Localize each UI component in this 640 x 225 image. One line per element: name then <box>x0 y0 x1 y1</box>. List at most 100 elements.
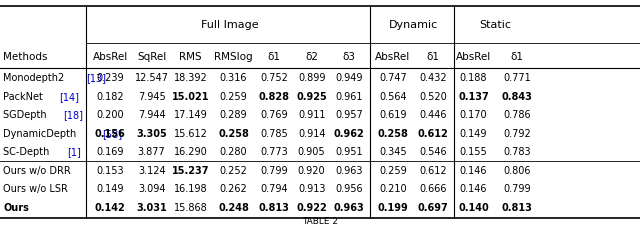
Text: [14]: [14] <box>59 91 79 101</box>
Text: 3.305: 3.305 <box>136 128 167 138</box>
Text: 0.913: 0.913 <box>298 184 325 194</box>
Text: 18.392: 18.392 <box>174 73 207 83</box>
Text: 0.951: 0.951 <box>335 147 363 157</box>
Text: RMS: RMS <box>179 51 202 61</box>
Text: 0.345: 0.345 <box>379 147 407 157</box>
Text: 0.142: 0.142 <box>95 202 125 212</box>
Text: 0.137: 0.137 <box>458 91 489 101</box>
Text: 0.289: 0.289 <box>220 110 248 120</box>
Text: 0.612: 0.612 <box>418 128 449 138</box>
Text: AbsRel: AbsRel <box>92 51 128 61</box>
Text: 0.956: 0.956 <box>335 184 363 194</box>
Text: 0.259: 0.259 <box>220 91 248 101</box>
Text: 0.146: 0.146 <box>460 184 487 194</box>
Text: 0.140: 0.140 <box>458 202 489 212</box>
Text: Methods: Methods <box>3 51 48 61</box>
Text: 0.258: 0.258 <box>378 128 408 138</box>
Text: 0.170: 0.170 <box>460 110 488 120</box>
Text: 0.182: 0.182 <box>96 91 124 101</box>
Text: 0.957: 0.957 <box>335 110 363 120</box>
Text: 0.697: 0.697 <box>418 202 449 212</box>
Text: δ2: δ2 <box>305 51 318 61</box>
Text: 0.200: 0.200 <box>96 110 124 120</box>
Text: 0.899: 0.899 <box>298 73 325 83</box>
Text: 0.666: 0.666 <box>420 184 447 194</box>
Text: 0.612: 0.612 <box>419 165 447 175</box>
Text: 0.199: 0.199 <box>378 202 408 212</box>
Text: 0.520: 0.520 <box>419 91 447 101</box>
Text: 0.813: 0.813 <box>259 202 289 212</box>
Text: 0.949: 0.949 <box>335 73 362 83</box>
Text: 3.124: 3.124 <box>138 165 166 175</box>
Text: 0.794: 0.794 <box>260 184 288 194</box>
Text: 0.914: 0.914 <box>298 128 325 138</box>
Text: 0.920: 0.920 <box>298 165 326 175</box>
Text: SC-Depth: SC-Depth <box>3 147 52 157</box>
Text: 0.905: 0.905 <box>298 147 326 157</box>
Text: 16.290: 16.290 <box>174 147 207 157</box>
Text: 0.248: 0.248 <box>218 202 249 212</box>
Text: 0.769: 0.769 <box>260 110 288 120</box>
Text: 0.813: 0.813 <box>502 202 532 212</box>
Text: 0.799: 0.799 <box>503 184 531 194</box>
Text: 0.752: 0.752 <box>260 73 288 83</box>
Text: 0.799: 0.799 <box>260 165 288 175</box>
Text: 0.771: 0.771 <box>503 73 531 83</box>
Text: 0.149: 0.149 <box>97 184 124 194</box>
Text: 0.773: 0.773 <box>260 147 288 157</box>
Text: 3.031: 3.031 <box>136 202 167 212</box>
Text: AbsRel: AbsRel <box>375 51 411 61</box>
Text: 0.922: 0.922 <box>296 202 327 212</box>
Text: PackNet: PackNet <box>3 91 46 101</box>
Text: 0.792: 0.792 <box>503 128 531 138</box>
Text: DynamicDepth: DynamicDepth <box>3 128 79 138</box>
Text: 0.785: 0.785 <box>260 128 288 138</box>
Text: 0.783: 0.783 <box>503 147 531 157</box>
Text: 0.169: 0.169 <box>97 147 124 157</box>
Text: 0.963: 0.963 <box>335 165 362 175</box>
Text: 0.156: 0.156 <box>95 128 125 138</box>
Text: 16.198: 16.198 <box>174 184 207 194</box>
Text: 0.149: 0.149 <box>460 128 487 138</box>
Text: 0.210: 0.210 <box>379 184 407 194</box>
Text: 0.153: 0.153 <box>96 165 124 175</box>
Text: 15.237: 15.237 <box>172 165 209 175</box>
Text: 0.786: 0.786 <box>503 110 531 120</box>
Text: 15.868: 15.868 <box>174 202 207 212</box>
Text: TABLE 2: TABLE 2 <box>302 216 338 225</box>
Text: 0.963: 0.963 <box>333 202 364 212</box>
Text: 0.259: 0.259 <box>379 165 407 175</box>
Text: 0.619: 0.619 <box>380 110 406 120</box>
Text: AbsRel: AbsRel <box>456 51 492 61</box>
Text: 0.962: 0.962 <box>333 128 364 138</box>
Text: 0.262: 0.262 <box>220 184 248 194</box>
Text: [58]: [58] <box>102 128 122 138</box>
Text: 3.877: 3.877 <box>138 147 166 157</box>
Text: δ1: δ1 <box>427 51 440 61</box>
Text: 0.146: 0.146 <box>460 165 487 175</box>
Text: 0.316: 0.316 <box>220 73 247 83</box>
Text: Full Image: Full Image <box>200 20 259 30</box>
Text: 17.149: 17.149 <box>174 110 207 120</box>
Text: 7.945: 7.945 <box>138 91 166 101</box>
Text: 0.911: 0.911 <box>298 110 325 120</box>
Text: 0.961: 0.961 <box>335 91 362 101</box>
Text: SGDepth: SGDepth <box>3 110 50 120</box>
Text: Monodepth2: Monodepth2 <box>3 73 68 83</box>
Text: 0.432: 0.432 <box>419 73 447 83</box>
Text: RMSlog: RMSlog <box>214 51 253 61</box>
Text: 0.843: 0.843 <box>502 91 532 101</box>
Text: [1]: [1] <box>67 147 81 157</box>
Text: 0.925: 0.925 <box>296 91 327 101</box>
Text: Ours w/o LSR: Ours w/o LSR <box>3 184 68 194</box>
Text: δ1: δ1 <box>268 51 280 61</box>
Text: Static: Static <box>479 20 511 30</box>
Text: 0.188: 0.188 <box>460 73 487 83</box>
Text: 0.747: 0.747 <box>379 73 407 83</box>
Text: 7.944: 7.944 <box>138 110 166 120</box>
Text: 15.021: 15.021 <box>172 91 209 101</box>
Text: 0.239: 0.239 <box>96 73 124 83</box>
Text: 0.828: 0.828 <box>259 91 289 101</box>
Text: 3.094: 3.094 <box>138 184 165 194</box>
Text: 0.806: 0.806 <box>504 165 531 175</box>
